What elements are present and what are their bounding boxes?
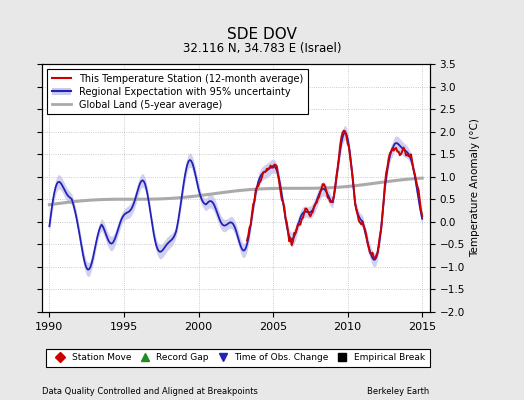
Text: Berkeley Earth: Berkeley Earth bbox=[367, 387, 430, 396]
Y-axis label: Temperature Anomaly (°C): Temperature Anomaly (°C) bbox=[471, 118, 481, 258]
Text: 32.116 N, 34.783 E (Israel): 32.116 N, 34.783 E (Israel) bbox=[183, 42, 341, 55]
Text: Data Quality Controlled and Aligned at Breakpoints: Data Quality Controlled and Aligned at B… bbox=[42, 387, 258, 396]
Legend: Station Move, Record Gap, Time of Obs. Change, Empirical Break: Station Move, Record Gap, Time of Obs. C… bbox=[47, 349, 430, 367]
Text: SDE DOV: SDE DOV bbox=[227, 27, 297, 42]
